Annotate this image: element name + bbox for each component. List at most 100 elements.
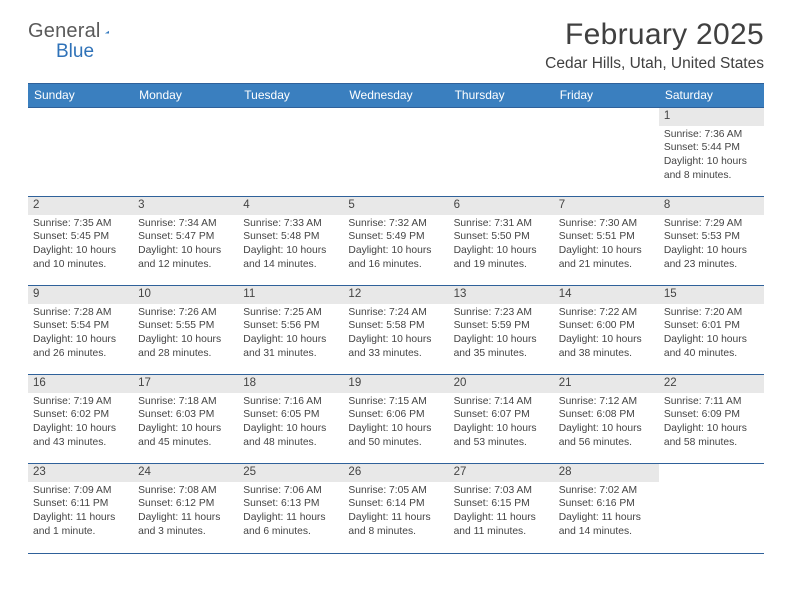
daylight-text: Daylight: 10 hours and 40 minutes. (664, 333, 759, 360)
day-body: Sunrise: 7:24 AMSunset: 5:58 PMDaylight:… (343, 304, 448, 362)
day-body: Sunrise: 7:02 AMSunset: 6:16 PMDaylight:… (554, 482, 659, 540)
day-cell: 23Sunrise: 7:09 AMSunset: 6:11 PMDayligh… (28, 464, 133, 553)
daylight-text: Daylight: 11 hours and 6 minutes. (243, 511, 338, 538)
day-cell: 12Sunrise: 7:24 AMSunset: 5:58 PMDayligh… (343, 286, 448, 375)
sunset-text: Sunset: 6:02 PM (33, 408, 128, 422)
weekday-header: Wednesday (343, 84, 448, 108)
day-number: 23 (28, 464, 133, 482)
day-number: 11 (238, 286, 343, 304)
sunrise-text: Sunrise: 7:30 AM (559, 217, 654, 231)
sunrise-text: Sunrise: 7:31 AM (454, 217, 549, 231)
sunset-text: Sunset: 5:54 PM (33, 319, 128, 333)
daylight-text: Daylight: 10 hours and 28 minutes. (138, 333, 233, 360)
day-number: 28 (554, 464, 659, 482)
day-cell: 9Sunrise: 7:28 AMSunset: 5:54 PMDaylight… (28, 286, 133, 375)
day-body: Sunrise: 7:11 AMSunset: 6:09 PMDaylight:… (659, 393, 764, 451)
sunset-text: Sunset: 6:08 PM (559, 408, 654, 422)
calendar-table: Sunday Monday Tuesday Wednesday Thursday… (28, 83, 764, 553)
sunrise-text: Sunrise: 7:09 AM (33, 484, 128, 498)
sunset-text: Sunset: 5:56 PM (243, 319, 338, 333)
day-cell: 3Sunrise: 7:34 AMSunset: 5:47 PMDaylight… (133, 197, 238, 286)
sunrise-text: Sunrise: 7:06 AM (243, 484, 338, 498)
sunrise-text: Sunrise: 7:08 AM (138, 484, 233, 498)
day-body: Sunrise: 7:36 AMSunset: 5:44 PMDaylight:… (659, 126, 764, 184)
sunset-text: Sunset: 5:53 PM (664, 230, 759, 244)
header: General February 2025 Cedar Hills, Utah,… (28, 18, 764, 73)
daylight-text: Daylight: 10 hours and 16 minutes. (348, 244, 443, 271)
day-body: Sunrise: 7:34 AMSunset: 5:47 PMDaylight:… (133, 215, 238, 273)
week-row: 16Sunrise: 7:19 AMSunset: 6:02 PMDayligh… (28, 375, 764, 464)
sunrise-text: Sunrise: 7:15 AM (348, 395, 443, 409)
day-body: Sunrise: 7:25 AMSunset: 5:56 PMDaylight:… (238, 304, 343, 362)
month-title: February 2025 (545, 18, 764, 52)
daylight-text: Daylight: 10 hours and 33 minutes. (348, 333, 443, 360)
day-number: 13 (449, 286, 554, 304)
day-cell: 16Sunrise: 7:19 AMSunset: 6:02 PMDayligh… (28, 375, 133, 464)
day-body: Sunrise: 7:06 AMSunset: 6:13 PMDaylight:… (238, 482, 343, 540)
title-block: February 2025 Cedar Hills, Utah, United … (545, 18, 764, 73)
sunrise-text: Sunrise: 7:28 AM (33, 306, 128, 320)
day-cell: 20Sunrise: 7:14 AMSunset: 6:07 PMDayligh… (449, 375, 554, 464)
day-cell: 28Sunrise: 7:02 AMSunset: 6:16 PMDayligh… (554, 464, 659, 553)
sunset-text: Sunset: 5:49 PM (348, 230, 443, 244)
day-number: 12 (343, 286, 448, 304)
sunrise-text: Sunrise: 7:05 AM (348, 484, 443, 498)
sunrise-text: Sunrise: 7:12 AM (559, 395, 654, 409)
sunset-text: Sunset: 6:03 PM (138, 408, 233, 422)
daylight-text: Daylight: 10 hours and 14 minutes. (243, 244, 338, 271)
sunrise-text: Sunrise: 7:22 AM (559, 306, 654, 320)
day-number: 10 (133, 286, 238, 304)
day-number: 27 (449, 464, 554, 482)
sunrise-text: Sunrise: 7:19 AM (33, 395, 128, 409)
week-row: 1Sunrise: 7:36 AMSunset: 5:44 PMDaylight… (28, 108, 764, 197)
day-cell (28, 108, 133, 197)
day-body: Sunrise: 7:14 AMSunset: 6:07 PMDaylight:… (449, 393, 554, 451)
daylight-text: Daylight: 10 hours and 23 minutes. (664, 244, 759, 271)
logo: General (28, 20, 129, 43)
sunset-text: Sunset: 6:01 PM (664, 319, 759, 333)
day-number: 5 (343, 197, 448, 215)
day-body: Sunrise: 7:31 AMSunset: 5:50 PMDaylight:… (449, 215, 554, 273)
day-body: Sunrise: 7:09 AMSunset: 6:11 PMDaylight:… (28, 482, 133, 540)
sunset-text: Sunset: 6:05 PM (243, 408, 338, 422)
sunrise-text: Sunrise: 7:11 AM (664, 395, 759, 409)
bottom-rule (28, 553, 764, 554)
sunrise-text: Sunrise: 7:32 AM (348, 217, 443, 231)
daylight-text: Daylight: 10 hours and 8 minutes. (664, 155, 759, 182)
weekday-header: Monday (133, 84, 238, 108)
daylight-text: Daylight: 10 hours and 26 minutes. (33, 333, 128, 360)
day-body: Sunrise: 7:20 AMSunset: 6:01 PMDaylight:… (659, 304, 764, 362)
day-number: 18 (238, 375, 343, 393)
sunrise-text: Sunrise: 7:16 AM (243, 395, 338, 409)
weekday-header: Tuesday (238, 84, 343, 108)
sunrise-text: Sunrise: 7:18 AM (138, 395, 233, 409)
day-number: 24 (133, 464, 238, 482)
weekday-row: Sunday Monday Tuesday Wednesday Thursday… (28, 84, 764, 108)
sunset-text: Sunset: 5:48 PM (243, 230, 338, 244)
day-number: 19 (343, 375, 448, 393)
day-cell (449, 108, 554, 197)
sunrise-text: Sunrise: 7:02 AM (559, 484, 654, 498)
day-number: 4 (238, 197, 343, 215)
day-body: Sunrise: 7:03 AMSunset: 6:15 PMDaylight:… (449, 482, 554, 540)
day-number: 8 (659, 197, 764, 215)
day-body: Sunrise: 7:08 AMSunset: 6:12 PMDaylight:… (133, 482, 238, 540)
day-cell (343, 108, 448, 197)
day-number: 2 (28, 197, 133, 215)
daylight-text: Daylight: 10 hours and 56 minutes. (559, 422, 654, 449)
sunset-text: Sunset: 5:47 PM (138, 230, 233, 244)
sunset-text: Sunset: 5:55 PM (138, 319, 233, 333)
day-number: 1 (659, 108, 764, 126)
weekday-header: Sunday (28, 84, 133, 108)
sunset-text: Sunset: 6:06 PM (348, 408, 443, 422)
sunset-text: Sunset: 6:11 PM (33, 497, 128, 511)
sunrise-text: Sunrise: 7:26 AM (138, 306, 233, 320)
week-row: 2Sunrise: 7:35 AMSunset: 5:45 PMDaylight… (28, 197, 764, 286)
daylight-text: Daylight: 10 hours and 43 minutes. (33, 422, 128, 449)
day-body: Sunrise: 7:35 AMSunset: 5:45 PMDaylight:… (28, 215, 133, 273)
day-cell: 26Sunrise: 7:05 AMSunset: 6:14 PMDayligh… (343, 464, 448, 553)
day-body: Sunrise: 7:33 AMSunset: 5:48 PMDaylight:… (238, 215, 343, 273)
day-cell: 21Sunrise: 7:12 AMSunset: 6:08 PMDayligh… (554, 375, 659, 464)
day-number: 6 (449, 197, 554, 215)
day-body: Sunrise: 7:28 AMSunset: 5:54 PMDaylight:… (28, 304, 133, 362)
